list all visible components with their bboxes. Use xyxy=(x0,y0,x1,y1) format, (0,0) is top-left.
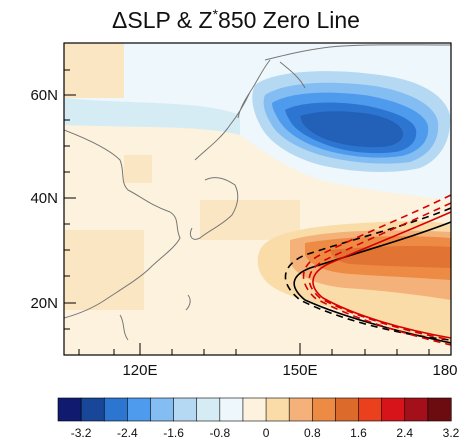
y-axis xyxy=(64,69,76,330)
colorbar-swatch xyxy=(335,397,360,422)
colorbar-swatch xyxy=(57,397,82,422)
colorbar-swatch xyxy=(127,397,152,422)
colorbar-label: -2.4 xyxy=(117,426,138,440)
colorbar-swatch xyxy=(288,397,313,422)
map-panel xyxy=(64,43,451,355)
colorbar xyxy=(57,397,452,422)
colorbar-swatch xyxy=(427,397,452,422)
zero-line-red-dashed-inner xyxy=(308,202,451,341)
y-tick-20n: 20N xyxy=(30,295,58,312)
colorbar-label: 2.4 xyxy=(396,426,413,440)
coastlines xyxy=(64,44,451,341)
anomaly-field xyxy=(64,43,451,355)
colorbar-swatch xyxy=(150,397,175,422)
zero-line-black-solid xyxy=(293,221,451,344)
colorbar-label: -3.2 xyxy=(71,426,92,440)
colorbar-swatch xyxy=(103,397,128,422)
zero-line-red-dashed-outer xyxy=(302,194,451,346)
colorbar-label: 0.8 xyxy=(304,426,321,440)
colorbar-swatch xyxy=(265,397,290,422)
title-part1: ΔSLP & Z xyxy=(112,7,213,33)
colorbar-swatch xyxy=(404,397,429,422)
colorbar-label: 0 xyxy=(263,426,270,440)
colorbar-swatch xyxy=(196,397,221,422)
figure-title: ΔSLP & Z*850 Zero Line xyxy=(112,6,360,33)
colorbar-swatch xyxy=(311,397,337,422)
zero-line-black-dashed xyxy=(284,207,451,341)
colorbar-label: -0.8 xyxy=(209,426,230,440)
y-tick-60n: 60N xyxy=(30,87,58,104)
x-tick-180: 180 xyxy=(432,362,457,379)
y-tick-40n: 40N xyxy=(30,190,58,207)
x-tick-150e: 150E xyxy=(282,362,317,379)
colorbar-swatch xyxy=(242,397,267,422)
colorbar-swatch xyxy=(80,397,105,422)
map-frame xyxy=(63,42,452,356)
colorbar-swatch xyxy=(173,397,198,422)
x-axis xyxy=(78,343,452,355)
zero-line-red-solid xyxy=(312,211,451,339)
title-part2: 850 Zero Line xyxy=(218,7,360,33)
zero-line-contours xyxy=(284,194,451,346)
title-star: * xyxy=(213,6,219,22)
colorbar-swatch xyxy=(219,397,244,422)
colorbar-label: -1.6 xyxy=(163,426,184,440)
colorbar-label: 3.2 xyxy=(443,426,460,440)
x-tick-120e: 120E xyxy=(122,362,157,379)
colorbar-swatch xyxy=(381,397,406,422)
colorbar-labels: -3.2 -2.4 -1.6 -0.8 0 0.8 1.6 2.4 3.2 xyxy=(71,426,460,440)
colorbar-swatch xyxy=(358,397,383,422)
colorbar-label: 1.6 xyxy=(350,426,367,440)
